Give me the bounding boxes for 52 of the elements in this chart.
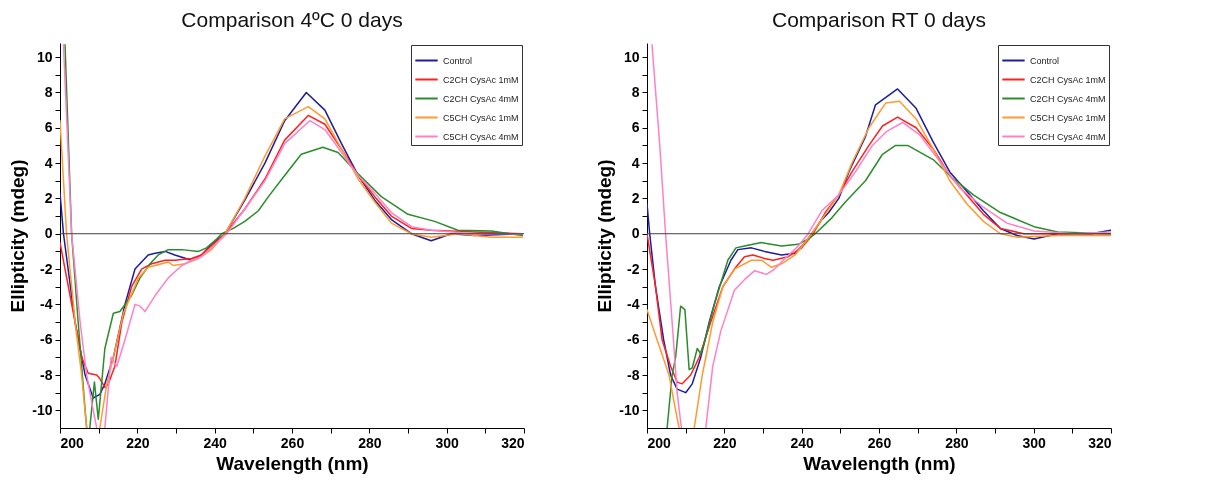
legend-label: C5CH CysAc 1mM [1030,112,1106,123]
y-tick-label: -8 [40,366,53,383]
x-tick-label: 300 [1022,434,1047,451]
legend-label: C2CH CysAc 1mM [1030,74,1106,85]
y-tick-label: 4 [631,154,640,171]
y-tick-label: -2 [40,260,53,277]
y-tick-label: 2 [631,189,640,206]
x-tick-label: 300 [435,434,460,451]
y-tick-label: -6 [627,331,640,348]
x-tick-label: 320 [501,434,525,451]
x-tick-label: 200 [60,434,85,451]
y-tick-label: 10 [623,48,640,65]
x-axis-title: Wavelength (nm) [803,452,956,474]
x-tick-label: 320 [1088,434,1112,451]
x-tick-label: 280 [945,434,969,451]
chart-title: Comparison 4ºC 0 days [181,8,403,31]
y-tick-label: 0 [44,225,53,242]
legend-label: Control [1030,55,1060,66]
x-tick-label: 240 [203,434,228,451]
x-tick-label: 240 [790,434,815,451]
y-tick-label: -2 [627,260,640,277]
y-tick-label: -6 [40,331,53,348]
y-tick-label: -10 [32,401,53,418]
legend-label: C5CH CysAc 4mM [443,131,519,142]
legend-label: C5CH CysAc 1mM [443,112,519,123]
y-tick-label: 8 [631,83,640,100]
x-tick-label: 260 [867,434,892,451]
x-axis-title: Wavelength (nm) [216,452,369,474]
x-tick-label: 220 [126,434,150,451]
y-tick-label: -8 [627,366,640,383]
chart-title: Comparison RT 0 days [772,8,986,31]
y-tick-label: 4 [44,154,53,171]
y-tick-label: -10 [619,401,640,418]
y-tick-label: 8 [44,83,53,100]
x-tick-label: 220 [713,434,737,451]
legend-label: C2CH CysAc 4mM [1030,93,1106,104]
legend-label: C2CH CysAc 4mM [443,93,519,104]
legend-label: Control [443,55,473,66]
x-tick-label: 260 [280,434,305,451]
y-tick-label: 0 [631,225,640,242]
y-tick-label: 10 [36,48,53,65]
legend-label: C2CH CysAc 1mM [443,74,519,85]
legend-label: C5CH CysAc 4mM [1030,131,1106,142]
y-tick-label: 6 [44,119,53,136]
y-tick-label: 6 [631,119,640,136]
x-tick-label: 200 [647,434,672,451]
y-tick-label: -4 [627,295,640,312]
y-axis-title: Ellipticity (mdeg) [7,159,29,313]
y-axis-title: Ellipticity (mdeg) [594,159,616,313]
y-tick-label: 2 [44,189,53,206]
x-tick-label: 280 [358,434,382,451]
y-tick-label: -4 [40,295,53,312]
